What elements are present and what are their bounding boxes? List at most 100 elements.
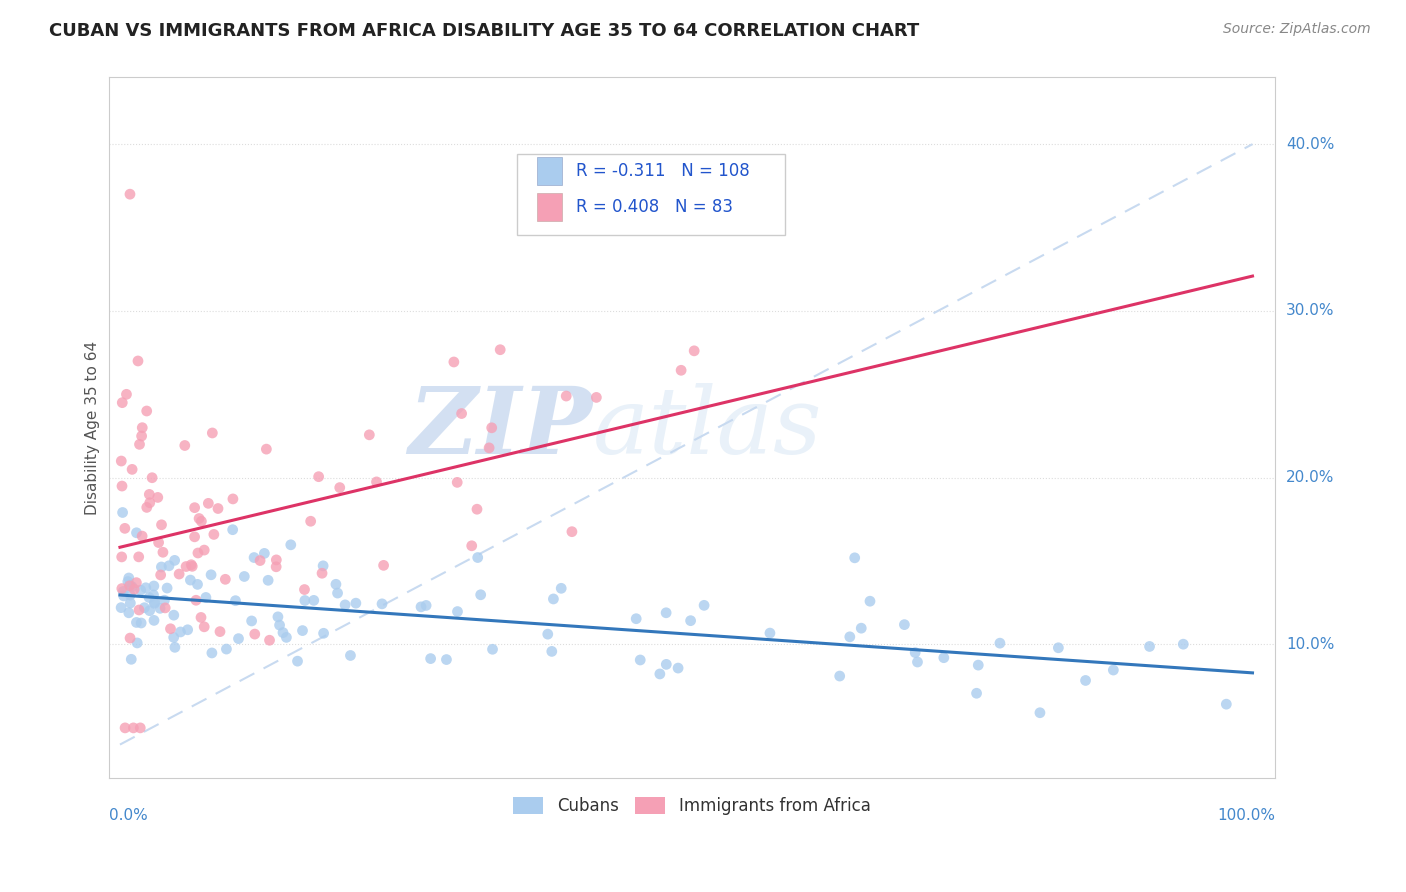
Point [117,574,139,589]
Point [259,633,281,648]
Point [550,582,572,596]
Point [446,605,468,619]
Point [287,654,309,668]
Text: 0.0%: 0.0% [108,808,148,823]
Point [150,517,173,532]
Point [325,577,347,591]
Point [143,614,166,628]
Point [143,596,166,610]
Text: 10.0%: 10.0% [1286,637,1334,652]
Point [110,454,132,468]
Point [648,667,671,681]
Point [419,651,441,665]
Point [467,550,489,565]
Point [893,617,915,632]
Point [1215,697,1237,711]
Point [470,588,492,602]
Point [120,596,142,610]
Point [828,669,851,683]
Point [373,558,395,573]
Point [759,626,782,640]
Point [271,625,294,640]
Point [129,583,152,598]
Point [844,550,866,565]
Point [1139,640,1161,654]
Point [150,560,173,574]
Point [122,721,145,735]
Point [146,491,169,505]
Point [308,469,330,483]
Point [149,568,172,582]
Point [371,597,394,611]
Point [114,721,136,735]
Point [311,566,333,581]
Point [851,621,873,635]
Point [436,652,458,666]
Point [679,614,702,628]
Point [138,604,160,618]
Point [139,496,162,510]
Point [143,595,166,609]
Point [135,581,157,595]
Point [112,584,135,599]
Point [149,601,172,615]
Point [163,640,186,655]
Point [267,610,290,624]
Point [187,546,209,560]
Point [266,553,288,567]
Point [176,623,198,637]
Point [669,363,692,377]
Point [446,475,468,490]
Text: 30.0%: 30.0% [1286,303,1334,318]
Point [240,614,263,628]
Point [543,591,565,606]
Point [294,593,316,607]
Point [111,549,134,564]
Point [208,624,231,639]
Point [339,648,361,663]
Point [904,646,927,660]
FancyBboxPatch shape [517,154,785,235]
Point [243,627,266,641]
Point [257,574,280,588]
Point [585,391,607,405]
Point [157,558,180,573]
Point [655,606,678,620]
Text: atlas: atlas [593,383,823,473]
Point [489,343,512,357]
Point [121,580,143,594]
Point [197,496,219,510]
Point [181,559,204,574]
Point [481,642,503,657]
Point [163,631,186,645]
Point [280,538,302,552]
Text: ZIP: ZIP [409,383,593,473]
Point [134,600,156,615]
Point [201,646,224,660]
Point [264,559,287,574]
Point [179,573,201,587]
Point [291,624,314,638]
Point [193,543,215,558]
Point [159,622,181,636]
Point [193,620,215,634]
Point [163,553,186,567]
Point [183,530,205,544]
Point [169,624,191,639]
Point [131,429,153,443]
Point [333,598,356,612]
Point [183,500,205,515]
Point [299,514,322,528]
Point [125,615,148,630]
Point [148,535,170,549]
Point [202,527,225,541]
Point [207,501,229,516]
Point [1074,673,1097,688]
Point [1102,663,1125,677]
Point [624,612,647,626]
Point [110,600,132,615]
Point [141,471,163,485]
Point [163,608,186,623]
Point [127,354,149,368]
Point [173,438,195,452]
